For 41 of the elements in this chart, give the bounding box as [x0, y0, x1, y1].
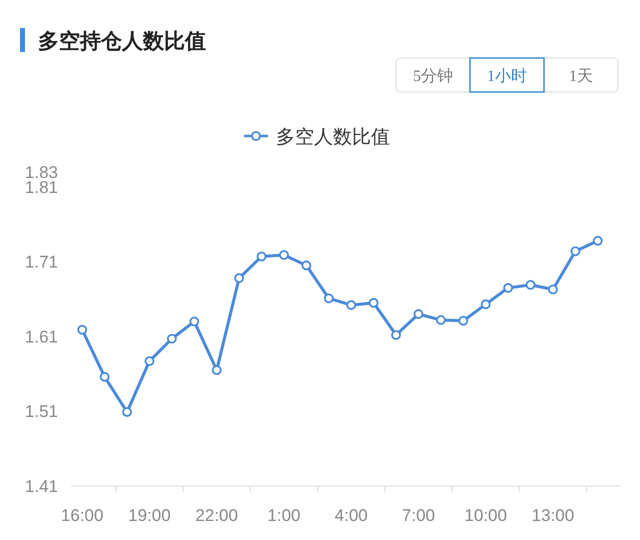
point — [144, 356, 154, 366]
x-tick-label: 22:00 — [195, 506, 238, 525]
chart-title: 多空持仓人数比值 — [38, 29, 206, 53]
y-tick-label: 1.71 — [24, 252, 58, 272]
point — [391, 330, 401, 340]
point — [368, 298, 379, 308]
x-tick-label: 13:00 — [532, 506, 574, 525]
point — [414, 309, 424, 319]
point — [122, 407, 132, 417]
point — [346, 300, 356, 310]
point — [526, 280, 536, 290]
text: 1天 — [569, 68, 593, 85]
legend-label: 多空人数比值 — [276, 126, 390, 148]
x-tick-label: 7:00 — [402, 506, 436, 525]
x-tick-label: 10:00 — [464, 506, 507, 525]
point — [234, 273, 244, 284]
x-tick-label: 16:00 — [60, 506, 104, 525]
point — [458, 316, 468, 326]
point — [189, 316, 200, 326]
x-tick-label: 19:00 — [128, 506, 171, 525]
point — [324, 293, 334, 304]
point — [503, 282, 514, 293]
text: 5分钟 — [413, 68, 453, 85]
point — [592, 236, 603, 246]
point — [548, 284, 558, 294]
point — [77, 324, 88, 335]
point — [100, 372, 110, 382]
point — [480, 299, 491, 310]
point — [212, 365, 222, 376]
y-tick-label: 1.51 — [24, 402, 58, 422]
point — [256, 252, 266, 262]
x-tick-label: 4:00 — [334, 506, 368, 525]
point — [570, 246, 580, 256]
point — [279, 250, 289, 260]
point — [301, 260, 312, 270]
x-tick-label: 1:00 — [267, 506, 301, 525]
text: 1小时 — [487, 67, 527, 85]
point — [436, 315, 446, 325]
point — [166, 334, 177, 344]
y-tick-label: 1.61 — [24, 327, 58, 346]
y-tick-label: 1.41 — [24, 477, 58, 496]
